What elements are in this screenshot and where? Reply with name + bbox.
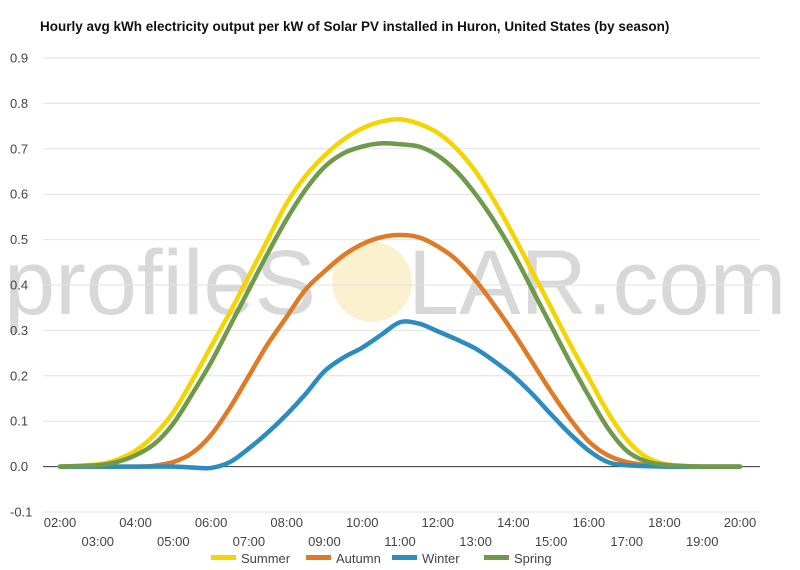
x-tick-label: 17:00 — [610, 534, 643, 549]
y-tick-label: 0.6 — [10, 187, 28, 202]
y-tick-label: 0.1 — [10, 414, 28, 429]
x-tick-label: 20:00 — [724, 515, 757, 530]
y-tick-label: 0.8 — [10, 96, 28, 111]
legend-label-autumn: Autumn — [336, 551, 381, 566]
x-tick-label: 06:00 — [195, 515, 228, 530]
legend-label-winter: Winter — [422, 551, 460, 566]
x-tick-label: 05:00 — [157, 534, 190, 549]
x-tick-label: 04:00 — [119, 515, 152, 530]
grid — [43, 57, 760, 513]
x-tick-label: 02:00 — [44, 515, 77, 530]
y-tick-label: -0.1 — [10, 505, 32, 520]
x-tick-label: 03:00 — [82, 534, 115, 549]
legend-swatch-summer — [211, 555, 236, 560]
x-tick-label: 07:00 — [233, 534, 266, 549]
y-tick-label: 0.2 — [10, 368, 28, 383]
y-tick-label: 0.0 — [10, 459, 28, 474]
x-tick-label: 14:00 — [497, 515, 530, 530]
x-tick-label: 15:00 — [535, 534, 568, 549]
x-tick-label: 11:00 — [384, 534, 416, 549]
legend-swatch-autumn — [306, 555, 331, 560]
watermark-text-right: LAR.com — [408, 232, 786, 334]
x-tick-label: 08:00 — [270, 515, 303, 530]
y-tick-label: 0.5 — [10, 232, 28, 247]
x-tick-label: 16:00 — [573, 515, 606, 530]
y-tick-label: 0.4 — [10, 278, 28, 293]
series-lines — [57, 116, 743, 471]
watermark: profileS LAR.com — [4, 232, 786, 334]
legend: Summer Autumn Winter Spring — [211, 551, 552, 566]
x-tick-label: 12:00 — [422, 515, 455, 530]
series-line-autumn — [57, 232, 743, 469]
series-line-spring — [57, 141, 743, 469]
x-tick-label: 10:00 — [346, 515, 379, 530]
x-tick-label: 18:00 — [648, 515, 681, 530]
y-tick-label: 0.9 — [10, 51, 28, 66]
legend-swatch-spring — [484, 555, 509, 560]
x-axis: 02:00 03:00 04:00 05:00 06:00 07:00 08:00 09:00… — [44, 515, 757, 549]
x-tick-label: 19:00 — [686, 534, 719, 549]
y-tick-label: 0.3 — [10, 323, 28, 338]
watermark-sun-icon — [332, 242, 412, 322]
legend-label-summer: Summer — [241, 551, 291, 566]
y-tick-label: 0.7 — [10, 141, 28, 156]
x-tick-label: 13:00 — [459, 534, 492, 549]
series-line-winter — [57, 319, 743, 471]
series-line-summer — [57, 116, 743, 469]
x-tick-label: 09:00 — [308, 534, 341, 549]
legend-label-spring: Spring — [514, 551, 552, 566]
chart-title: Hourly avg kWh electricity output per kW… — [40, 19, 670, 34]
legend-swatch-winter — [392, 555, 417, 560]
y-axis: 0.9 0.8 0.7 0.6 0.5 0.4 0.3 0.2 0.1 0.0 -0.1 — [10, 51, 32, 520]
